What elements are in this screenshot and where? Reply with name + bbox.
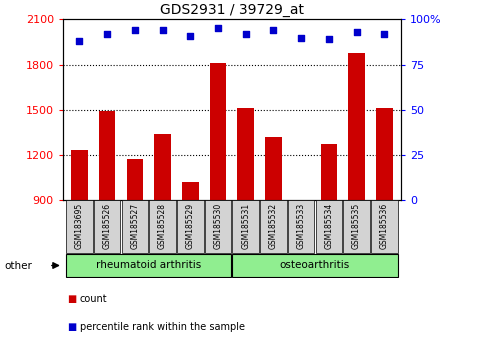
Text: GSM185532: GSM185532 xyxy=(269,202,278,249)
FancyBboxPatch shape xyxy=(177,200,203,253)
FancyBboxPatch shape xyxy=(149,200,176,253)
Bar xyxy=(321,144,337,200)
Point xyxy=(75,38,83,44)
Point xyxy=(242,31,250,37)
Bar xyxy=(182,182,199,200)
Point xyxy=(270,28,277,33)
FancyBboxPatch shape xyxy=(343,200,370,253)
FancyBboxPatch shape xyxy=(66,200,93,253)
Text: GSM185534: GSM185534 xyxy=(325,202,333,249)
Point xyxy=(159,28,167,33)
Bar xyxy=(99,111,115,200)
Text: GSM185531: GSM185531 xyxy=(241,202,250,249)
Text: osteoarthritis: osteoarthritis xyxy=(280,261,350,270)
Point xyxy=(381,31,388,37)
Bar xyxy=(210,63,227,200)
Bar xyxy=(127,159,143,200)
Point xyxy=(353,29,360,35)
Point xyxy=(214,25,222,31)
FancyBboxPatch shape xyxy=(232,254,398,277)
FancyBboxPatch shape xyxy=(232,200,259,253)
Text: rheumatoid arthritis: rheumatoid arthritis xyxy=(96,261,201,270)
Point xyxy=(325,36,333,42)
FancyBboxPatch shape xyxy=(371,200,398,253)
Bar xyxy=(376,108,393,200)
Point xyxy=(186,33,194,39)
Text: GSM185533: GSM185533 xyxy=(297,202,306,249)
FancyBboxPatch shape xyxy=(205,200,231,253)
Text: GSM183695: GSM183695 xyxy=(75,202,84,249)
Text: percentile rank within the sample: percentile rank within the sample xyxy=(80,322,245,332)
Text: ■: ■ xyxy=(68,294,77,304)
FancyBboxPatch shape xyxy=(66,254,231,277)
Point xyxy=(131,28,139,33)
Text: GSM185536: GSM185536 xyxy=(380,202,389,249)
Text: GSM185526: GSM185526 xyxy=(102,202,112,249)
Bar xyxy=(293,200,310,205)
FancyBboxPatch shape xyxy=(260,200,287,253)
Point xyxy=(103,31,111,37)
Text: GSM185527: GSM185527 xyxy=(130,202,139,249)
Text: GSM185529: GSM185529 xyxy=(186,202,195,249)
Text: ■: ■ xyxy=(68,322,77,332)
Text: GSM185528: GSM185528 xyxy=(158,202,167,249)
Point xyxy=(297,35,305,40)
FancyBboxPatch shape xyxy=(94,200,120,253)
Text: other: other xyxy=(5,261,33,271)
Text: count: count xyxy=(80,294,107,304)
Text: GSM185535: GSM185535 xyxy=(352,202,361,249)
Title: GDS2931 / 39729_at: GDS2931 / 39729_at xyxy=(160,3,304,17)
Bar xyxy=(71,150,88,200)
Bar xyxy=(237,108,254,200)
FancyBboxPatch shape xyxy=(122,200,148,253)
Text: GSM185530: GSM185530 xyxy=(213,202,223,249)
FancyBboxPatch shape xyxy=(288,200,314,253)
Bar xyxy=(265,137,282,200)
Bar xyxy=(154,134,171,200)
FancyBboxPatch shape xyxy=(315,200,342,253)
Bar xyxy=(348,52,365,200)
